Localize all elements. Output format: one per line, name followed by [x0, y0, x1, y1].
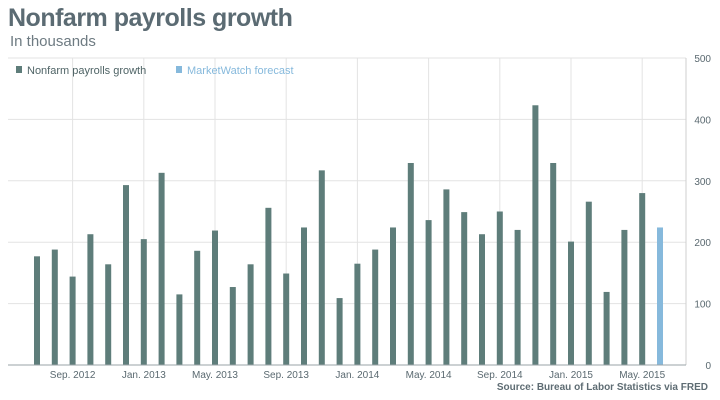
x-tick-label: May. 2013	[192, 370, 238, 381]
payroll-bar	[336, 298, 343, 365]
payroll-bar	[372, 249, 379, 365]
legend-swatch-forecast	[176, 66, 182, 73]
payroll-bar	[318, 170, 325, 365]
y-tick-label: 0	[705, 361, 711, 372]
bars	[34, 105, 663, 365]
payroll-bar	[407, 162, 414, 365]
x-tick-label: Jan. 2014	[335, 370, 379, 381]
payroll-bar	[34, 256, 40, 365]
forecast-bar	[657, 227, 663, 365]
payroll-bar	[229, 287, 236, 365]
payroll-bar	[461, 212, 468, 365]
payroll-bar	[158, 172, 165, 365]
x-tick-label: Jan. 2013	[122, 370, 166, 381]
payroll-bar	[639, 193, 646, 365]
y-tick-label: 400	[694, 115, 711, 126]
payroll-bar	[247, 264, 254, 365]
x-tick-label: Sep. 2013	[263, 370, 309, 381]
x-tick-label: Sep. 2014	[477, 370, 523, 381]
payroll-bar	[51, 249, 58, 365]
payroll-bar	[301, 227, 307, 365]
y-tick-label: 100	[694, 300, 711, 311]
payroll-bar	[69, 276, 76, 365]
x-tick-label: Jan. 2015	[549, 370, 593, 381]
payroll-bar	[194, 250, 201, 365]
legend-label-forecast: MarketWatch forecast	[187, 65, 294, 77]
payroll-bar	[621, 229, 628, 365]
payroll-bar	[532, 105, 539, 365]
payroll-bar	[496, 211, 503, 365]
payroll-bar	[123, 185, 129, 365]
payroll-bar	[585, 201, 592, 365]
payroll-bar	[354, 263, 361, 365]
payroll-bar	[105, 264, 112, 365]
source-note: Source: Bureau of Labor Statistics via F…	[496, 382, 708, 393]
payroll-bar	[283, 273, 290, 365]
chart-title: Nonfarm payrolls growth	[8, 4, 293, 32]
payroll-bar	[568, 241, 574, 365]
legend: Nonfarm payrolls growth MarketWatch forec…	[16, 65, 294, 77]
legend-swatch-actual	[16, 66, 22, 73]
payroll-bar	[87, 234, 94, 365]
payroll-bar	[550, 162, 557, 365]
payroll-bar	[425, 220, 432, 365]
payroll-bar	[140, 239, 147, 365]
payroll-bar	[265, 207, 272, 365]
payroll-bar	[603, 291, 610, 365]
chart-subtitle: In thousands	[10, 33, 96, 50]
payroll-bar	[443, 189, 450, 365]
payroll-bar	[176, 294, 183, 365]
x-tick-label: May. 2014	[406, 370, 452, 381]
y-tick-label: 200	[694, 238, 711, 249]
y-tick-label: 500	[694, 54, 711, 65]
axes: 0 100 200 300 400 500 Sep. 2012 Jan. 2013 May. 2…	[8, 54, 711, 381]
legend-label-actual: Nonfarm payrolls growth	[27, 65, 146, 77]
x-tick-label: Sep. 2012	[50, 370, 96, 381]
payroll-bar	[514, 229, 521, 365]
y-tick-label: 300	[694, 177, 711, 188]
payroll-bar	[479, 234, 485, 365]
payroll-bar	[390, 227, 396, 365]
payroll-bar	[212, 230, 218, 365]
x-tick-label: May. 2015	[619, 370, 665, 381]
